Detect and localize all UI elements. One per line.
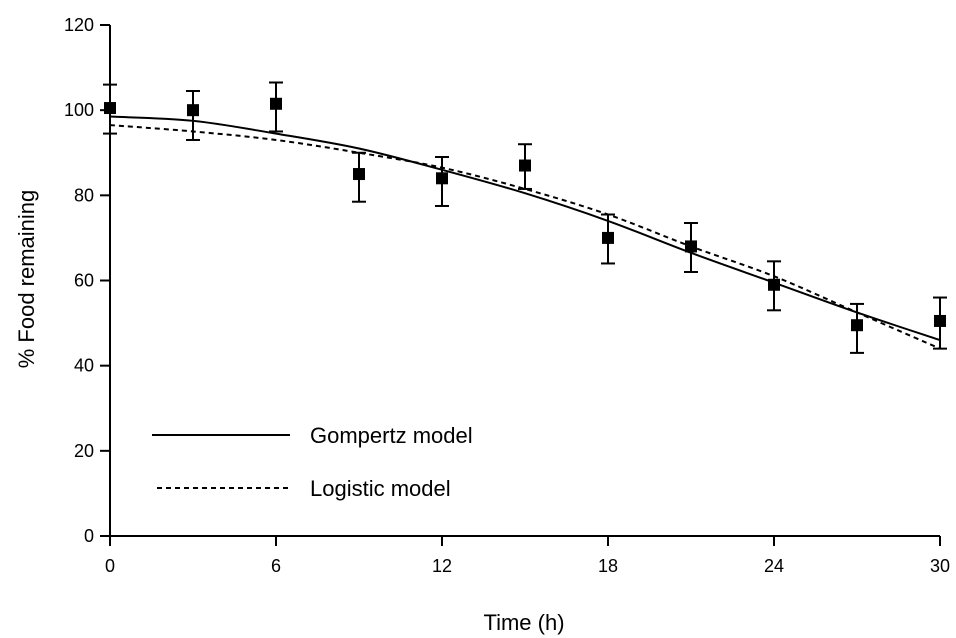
ticks: 0 6 12 18 24 30 0 20 40 60 80 100 120 [64, 15, 950, 576]
y-tick-label: 40 [74, 356, 94, 376]
x-axis-label: Time (h) [483, 610, 564, 635]
y-axis-label: % Food remaining [14, 190, 39, 369]
y-tick-label: 100 [64, 100, 94, 120]
y-tick-label: 80 [74, 185, 94, 205]
legend: Gompertz model Logistic model [152, 423, 473, 501]
legend-label: Logistic model [310, 476, 451, 501]
y-tick-label: 60 [74, 271, 94, 291]
x-tick-label: 0 [105, 556, 115, 576]
data-point [768, 278, 780, 291]
data-point [685, 240, 697, 253]
y-tick-label: 120 [64, 15, 94, 35]
y-tick-label: 20 [74, 441, 94, 461]
data-point [851, 319, 863, 332]
x-tick-label: 30 [930, 556, 950, 576]
legend-label: Gompertz model [310, 423, 473, 448]
data-point [934, 314, 946, 327]
model-lines [109, 115, 941, 350]
data-point [519, 159, 531, 172]
logistic-model-line [109, 124, 941, 350]
data-point [270, 97, 282, 110]
gompertz-model-line [109, 115, 941, 342]
data-point [104, 102, 116, 115]
x-tick-label: 18 [598, 556, 618, 576]
x-tick-label: 24 [764, 556, 784, 576]
y-tick-label: 0 [84, 526, 94, 546]
observed-points [103, 81, 947, 354]
x-tick-label: 12 [432, 556, 452, 576]
axes [102, 25, 940, 544]
data-point [602, 231, 614, 244]
x-tick-label: 6 [271, 556, 281, 576]
data-point [436, 172, 448, 185]
data-point [353, 168, 365, 181]
data-point [187, 104, 199, 117]
